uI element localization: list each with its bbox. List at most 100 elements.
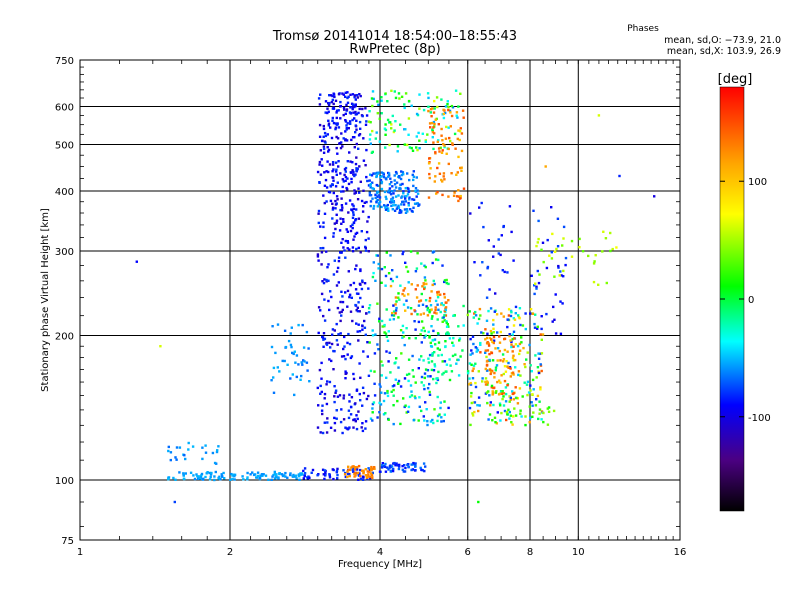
scatter-point	[273, 472, 276, 476]
scatter-point	[401, 171, 405, 174]
scatter-point	[518, 317, 521, 320]
scatter-point	[354, 131, 357, 134]
scatter-point	[562, 225, 566, 229]
scatter-point	[303, 472, 307, 475]
scatter-point	[394, 378, 397, 381]
scatter-point	[428, 299, 431, 303]
scatter-point	[222, 471, 225, 475]
scatter-point	[435, 381, 438, 385]
scatter-point	[344, 166, 348, 170]
scatter-point	[386, 175, 390, 178]
scatter-point	[341, 145, 344, 148]
scatter-point	[374, 333, 377, 336]
scatter-point	[327, 263, 330, 266]
scatter-point	[470, 391, 473, 395]
scatter-point	[445, 325, 449, 328]
scatter-point	[418, 139, 421, 142]
scatter-point	[426, 375, 430, 378]
scatter-point	[431, 107, 434, 110]
scatter-point	[551, 320, 554, 323]
scatter-point	[403, 195, 407, 198]
scatter-point	[474, 346, 477, 349]
scatter-point	[405, 208, 409, 211]
scatter-point	[428, 311, 431, 314]
scatter-point	[343, 173, 346, 177]
scatter-point	[502, 224, 505, 228]
scatter-point	[455, 362, 458, 365]
scatter-point	[400, 203, 403, 206]
scatter-point	[229, 478, 232, 481]
scatter-point	[503, 270, 506, 274]
scatter-point	[341, 185, 344, 189]
scatter-point	[447, 162, 450, 166]
scatter-point	[510, 311, 513, 314]
scatter-point	[469, 212, 472, 215]
scatter-point	[251, 471, 254, 474]
scatter-point	[370, 151, 374, 154]
scatter-point	[408, 196, 411, 199]
scatter-point	[445, 321, 448, 324]
scatter-point	[358, 310, 361, 313]
scatter-point	[384, 470, 388, 473]
scatter-point	[328, 94, 331, 97]
scatter-point	[317, 97, 321, 100]
scatter-point	[367, 473, 370, 476]
scatter-point	[342, 113, 345, 117]
scatter-point	[342, 106, 346, 110]
scatter-point	[423, 276, 427, 279]
scatter-point	[355, 389, 359, 392]
scatter-point	[397, 92, 401, 95]
scatter-point	[322, 338, 325, 341]
scatter-point	[385, 205, 388, 208]
scatter-point	[434, 299, 438, 303]
scatter-point	[506, 384, 509, 387]
scatter-point	[355, 231, 359, 235]
scatter-point	[283, 474, 286, 477]
scatter-point	[433, 282, 436, 286]
scatter-point	[475, 350, 478, 353]
scatter-point	[335, 146, 338, 150]
scatter-point	[403, 343, 406, 347]
scatter-point	[504, 400, 508, 403]
scatter-point	[372, 261, 375, 264]
scatter-point	[320, 390, 323, 394]
scatter-point	[395, 181, 399, 184]
scatter-point	[332, 176, 335, 179]
scatter-point	[363, 201, 366, 204]
scatter-point	[484, 328, 487, 331]
scatter-point	[399, 211, 403, 214]
scatter-point	[486, 369, 489, 372]
scatter-point	[474, 381, 477, 385]
scatter-point	[519, 374, 522, 377]
scatter-point	[609, 231, 612, 235]
scatter-point	[321, 468, 325, 471]
scatter-point	[213, 478, 216, 482]
scatter-point	[334, 227, 337, 231]
scatter-point	[278, 370, 281, 373]
scatter-point	[411, 468, 415, 471]
scatter-point	[540, 418, 543, 421]
scatter-point	[471, 369, 474, 373]
scatter-point	[387, 468, 390, 471]
scatter-point	[355, 208, 358, 211]
scatter-point	[470, 349, 473, 352]
scatter-point	[392, 404, 395, 407]
scatter-point	[493, 376, 496, 379]
scatter-point	[347, 332, 350, 336]
scatter-point	[430, 345, 434, 348]
scatter-point	[408, 198, 411, 201]
scatter-point	[349, 413, 353, 416]
scatter-point	[352, 211, 355, 214]
scatter-point	[472, 316, 475, 319]
scatter-point	[479, 351, 482, 354]
scatter-point	[542, 420, 545, 424]
scatter-point	[330, 359, 333, 363]
scatter-point	[323, 171, 326, 174]
scatter-point	[394, 309, 398, 312]
scatter-point	[348, 426, 351, 429]
scatter-point	[390, 204, 393, 208]
scatter-point	[336, 198, 339, 201]
scatter-point	[344, 119, 347, 122]
scatter-point	[581, 250, 585, 253]
scatter-point	[653, 195, 656, 198]
